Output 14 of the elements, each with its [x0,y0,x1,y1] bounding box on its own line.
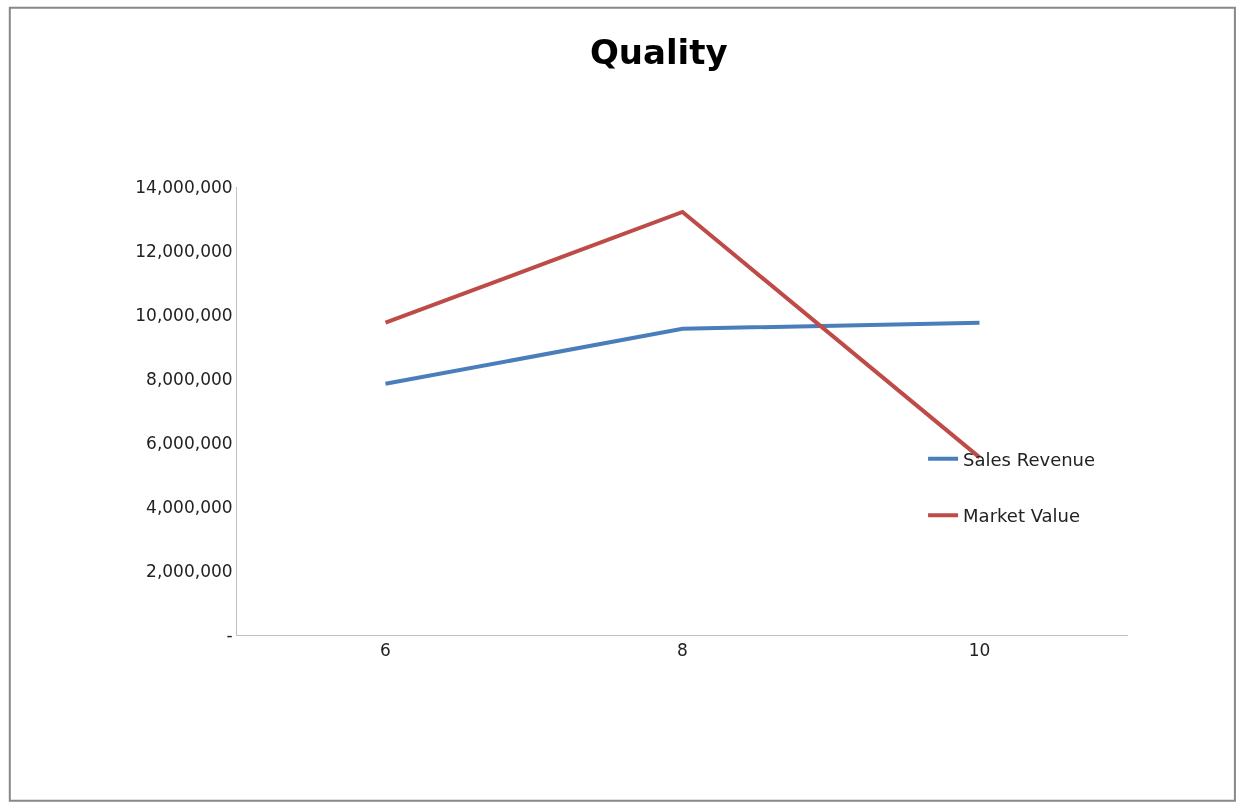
y-tick-label: 2,000,000 [146,560,233,581]
chart-title: Quality [589,32,728,73]
y-tick-label: - [226,624,233,645]
y-tick-label: 12,000,000 [135,240,233,261]
y-tick-label: 4,000,000 [146,496,233,517]
legend-label: Market Value [963,505,1081,527]
x-tick-label: 6 [380,640,391,661]
x-tick-label: 8 [677,640,688,661]
x-tick-label: 10 [968,640,991,661]
y-tick-label: 14,000,000 [135,176,233,197]
y-tick-label: 8,000,000 [146,368,233,389]
legend-label: Sales Revenue [963,448,1096,470]
y-tick-label: 10,000,000 [135,304,233,325]
y-tick-label: 6,000,000 [146,432,233,453]
